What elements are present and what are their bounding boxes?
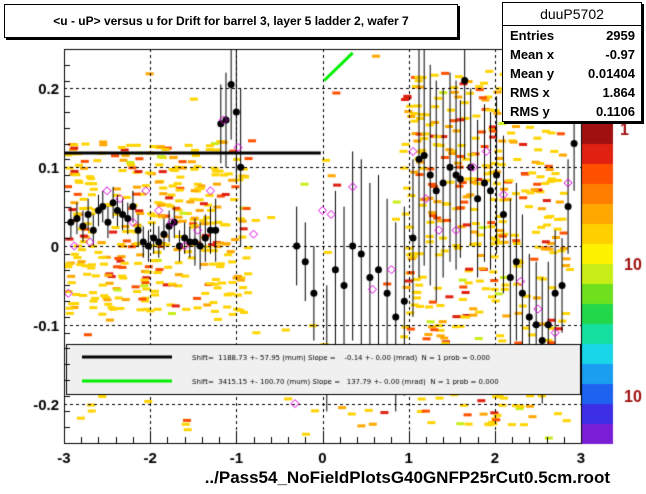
- stats-row-entries: Entries 2959: [503, 26, 641, 45]
- stats-label: Mean x: [510, 47, 555, 62]
- stats-label: Mean y: [510, 66, 555, 81]
- stats-row-rms-x: RMS x 1.864: [503, 83, 641, 102]
- stats-row-mean-y: Mean y 0.01404: [503, 64, 641, 83]
- stats-name: duuP5702: [503, 3, 641, 26]
- plot-title: <u - uP> versus u for Drift for barrel 3…: [4, 4, 458, 38]
- stats-value: 0.01404: [588, 66, 635, 81]
- stats-value: 0.1106: [595, 104, 635, 119]
- stats-row-mean-x: Mean x -0.97: [503, 45, 641, 64]
- x-axis-file-label: ../Pass54_NoFieldPlotsG40GNFP25rCut0.5cm…: [204, 468, 610, 487]
- stats-label: RMS x: [510, 85, 550, 100]
- stats-value: -0.97: [605, 47, 635, 62]
- stats-label: RMS y: [510, 104, 550, 119]
- stats-label: Entries: [510, 28, 555, 43]
- stats-box: duuP5702 Entries 2959 Mean x -0.97 Mean y 0…: [502, 2, 642, 122]
- stats-value: 1.864: [602, 85, 635, 100]
- stats-row-rms-y: RMS y 0.1106: [503, 102, 641, 121]
- stats-value: 2959: [606, 28, 635, 43]
